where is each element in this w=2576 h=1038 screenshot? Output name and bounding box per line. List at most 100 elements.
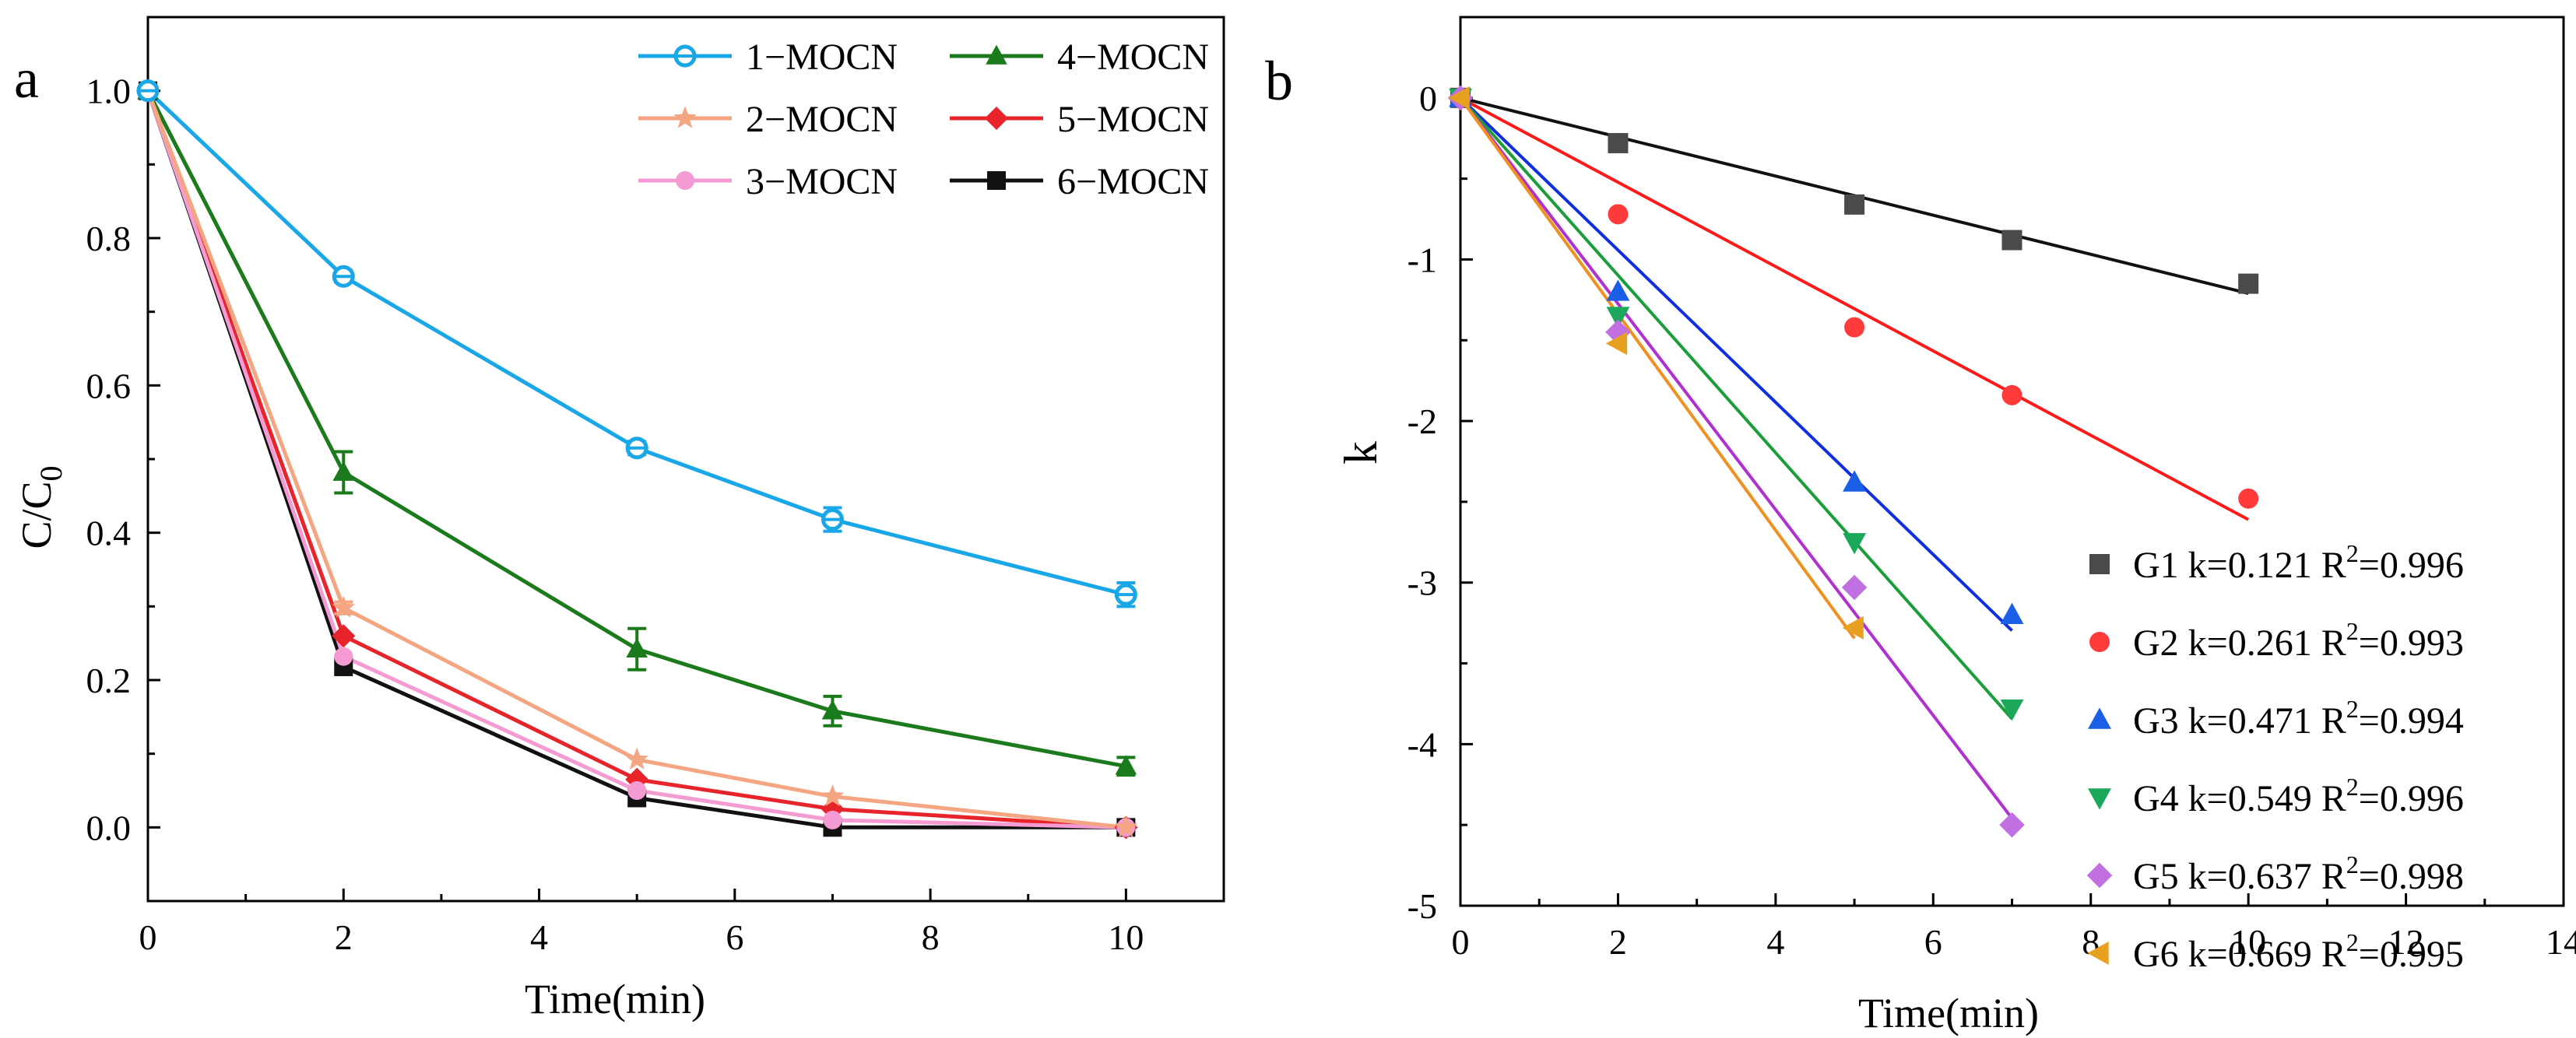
legend-item-g2: G2 k=0.261 R2=0.993 (2089, 617, 2464, 664)
fit-line-g5 (1459, 96, 2014, 819)
plot-area-a: 0 2 4 6 8 10 0.0 0.2 0.4 0.6 0.8 1.0 (86, 16, 1225, 957)
y-tick-label-a: 0.2 (86, 661, 132, 700)
legend-marker (673, 106, 697, 128)
y-axis-label-b: k (1335, 441, 1386, 465)
fit-line-g2 (1460, 96, 2250, 521)
data-point-g1 (2001, 230, 2022, 251)
data-point-1-mocn (1114, 583, 1137, 606)
data-point-5-mocn (332, 624, 356, 648)
legend-marker (2088, 707, 2111, 729)
legend-item-2-mocn: 2−MOCN (638, 99, 898, 140)
panel-a: a 0 2 4 6 8 10 0.0 0.2 0.4 0.6 0.8 1.0 C/C0 Time(mi… (13, 16, 1225, 1022)
legend-item-g5: G5 k=0.637 R2=0.998 (2086, 850, 2464, 897)
y-tick-label-a: 0.6 (86, 366, 132, 405)
data-point-g3 (2000, 602, 2024, 624)
x-tick-label-b: 4 (1766, 922, 1784, 962)
data-point-2-mocn (332, 595, 356, 618)
legend-marker (676, 171, 694, 190)
data-point-4-mocn (626, 637, 648, 658)
data-point-g2 (2238, 488, 2259, 509)
data-point-g4 (1843, 533, 1867, 555)
legend-label: G2 k=0.261 R2=0.993 (2133, 617, 2464, 664)
legend-label: G6 k=0.669 R2=0.995 (2133, 928, 2464, 975)
data-point-g4 (2000, 699, 2024, 721)
legend-label: G1 k=0.121 R2=0.996 (2133, 539, 2464, 586)
y-tick-label-b: -5 (1407, 886, 1437, 926)
data-point-g1 (1844, 194, 1865, 215)
legend-marker (2088, 788, 2111, 810)
data-point-g2 (1844, 317, 1865, 338)
fit-line-g3 (1459, 96, 2013, 632)
legend-marker (2087, 942, 2109, 965)
legend-label: G3 k=0.471 R2=0.994 (2133, 695, 2464, 742)
data-point-3-mocn (334, 647, 353, 666)
x-tick-label-b: 6 (1924, 922, 1942, 962)
data-point-1-mocn (136, 79, 160, 103)
data-point-g3 (1606, 279, 1630, 301)
data-point-3-mocn (627, 781, 647, 800)
panel-label-a: a (14, 47, 39, 110)
fit-line-g4 (1459, 96, 2013, 721)
legend-marker (985, 107, 1008, 130)
x-tick-label-b: 2 (1609, 922, 1627, 962)
data-point-g5 (1999, 812, 2025, 838)
legend-label: G4 k=0.549 R2=0.996 (2133, 773, 2464, 819)
legend-label: 5−MOCN (1057, 99, 1209, 140)
plot-area-b: 0 2 4 6 8 10 12 140-1-2-3-4-5 (1407, 16, 2576, 962)
legend-label: 2−MOCN (746, 99, 898, 140)
legend-item-5-mocn: 5−MOCN (950, 99, 1209, 140)
legend-item-g3: G3 k=0.471 R2=0.994 (2088, 695, 2464, 742)
data-point-g2 (1608, 204, 1629, 225)
legend-marker (2089, 632, 2110, 652)
data-point-g6 (1842, 615, 1864, 640)
legend-label: 1−MOCN (746, 37, 898, 78)
legend-item-6-mocn: 6−MOCN (950, 161, 1209, 202)
data-point-4-mocn (1115, 755, 1137, 775)
data-point-g5 (1841, 574, 1868, 601)
data-point-4-mocn (332, 461, 355, 481)
data-point-g1 (1608, 132, 1629, 153)
data-point-1-mocn (332, 265, 355, 288)
legend-label: G5 k=0.637 R2=0.998 (2133, 850, 2464, 897)
data-point-g6 (1605, 331, 1628, 356)
y-tick-label-b: -3 (1407, 563, 1437, 603)
data-point-g2 (2001, 384, 2022, 405)
data-point-g3 (1843, 470, 1867, 492)
x-axis-label-a: Time(min) (525, 976, 705, 1022)
legend-marker (987, 171, 1006, 190)
legend-item-1-mocn: 1−MOCN (638, 37, 898, 78)
y-tick-label-b: -4 (1407, 724, 1437, 764)
x-tick-label-a: 10 (1108, 917, 1144, 957)
legend-a: 1−MOCN 2−MOCN 3−MOCN 4−MOCN 5−MOCN 6−MOCN (638, 37, 1209, 202)
x-tick-label-a: 4 (530, 917, 548, 957)
panel-b: b 0 2 4 6 8 10 12 140-1-2-3-4-5 k Time(min) G1 … (1265, 16, 2576, 1036)
y-tick-label-a: 0.8 (86, 219, 132, 258)
y-tick-label-a: 0.0 (86, 808, 132, 847)
legend-marker (2089, 554, 2110, 574)
data-point-1-mocn (625, 437, 648, 460)
legend-marker (986, 44, 1007, 65)
legend-marker (2086, 862, 2113, 889)
x-tick-label-a: 6 (726, 917, 743, 957)
legend-item-3-mocn: 3−MOCN (638, 161, 898, 202)
y-tick-label-b: -2 (1407, 402, 1437, 441)
legend-label: 6−MOCN (1057, 161, 1209, 202)
x-tick-label-b: 12 (2388, 922, 2424, 962)
x-tick-label-a: 2 (335, 917, 353, 957)
fit-line-g6 (1459, 96, 1856, 640)
data-point-2-mocn (625, 747, 648, 770)
y-axis-label-a: C/C0 (13, 465, 69, 549)
x-tick-label-b: 0 (1452, 922, 1470, 962)
data-point-2-mocn (821, 784, 845, 807)
y-tick-label-a: 0.4 (86, 514, 132, 553)
legend-marker (673, 44, 697, 68)
legend-item-g1: G1 k=0.121 R2=0.996 (2089, 539, 2464, 586)
y-tick-label-b: 0 (1419, 79, 1437, 118)
data-point-g1 (2238, 273, 2259, 294)
panel-label-b: b (1265, 50, 1293, 112)
data-point-4-mocn (821, 700, 844, 720)
legend-label: 4−MOCN (1057, 37, 1209, 78)
x-tick-label-a: 8 (922, 917, 940, 957)
